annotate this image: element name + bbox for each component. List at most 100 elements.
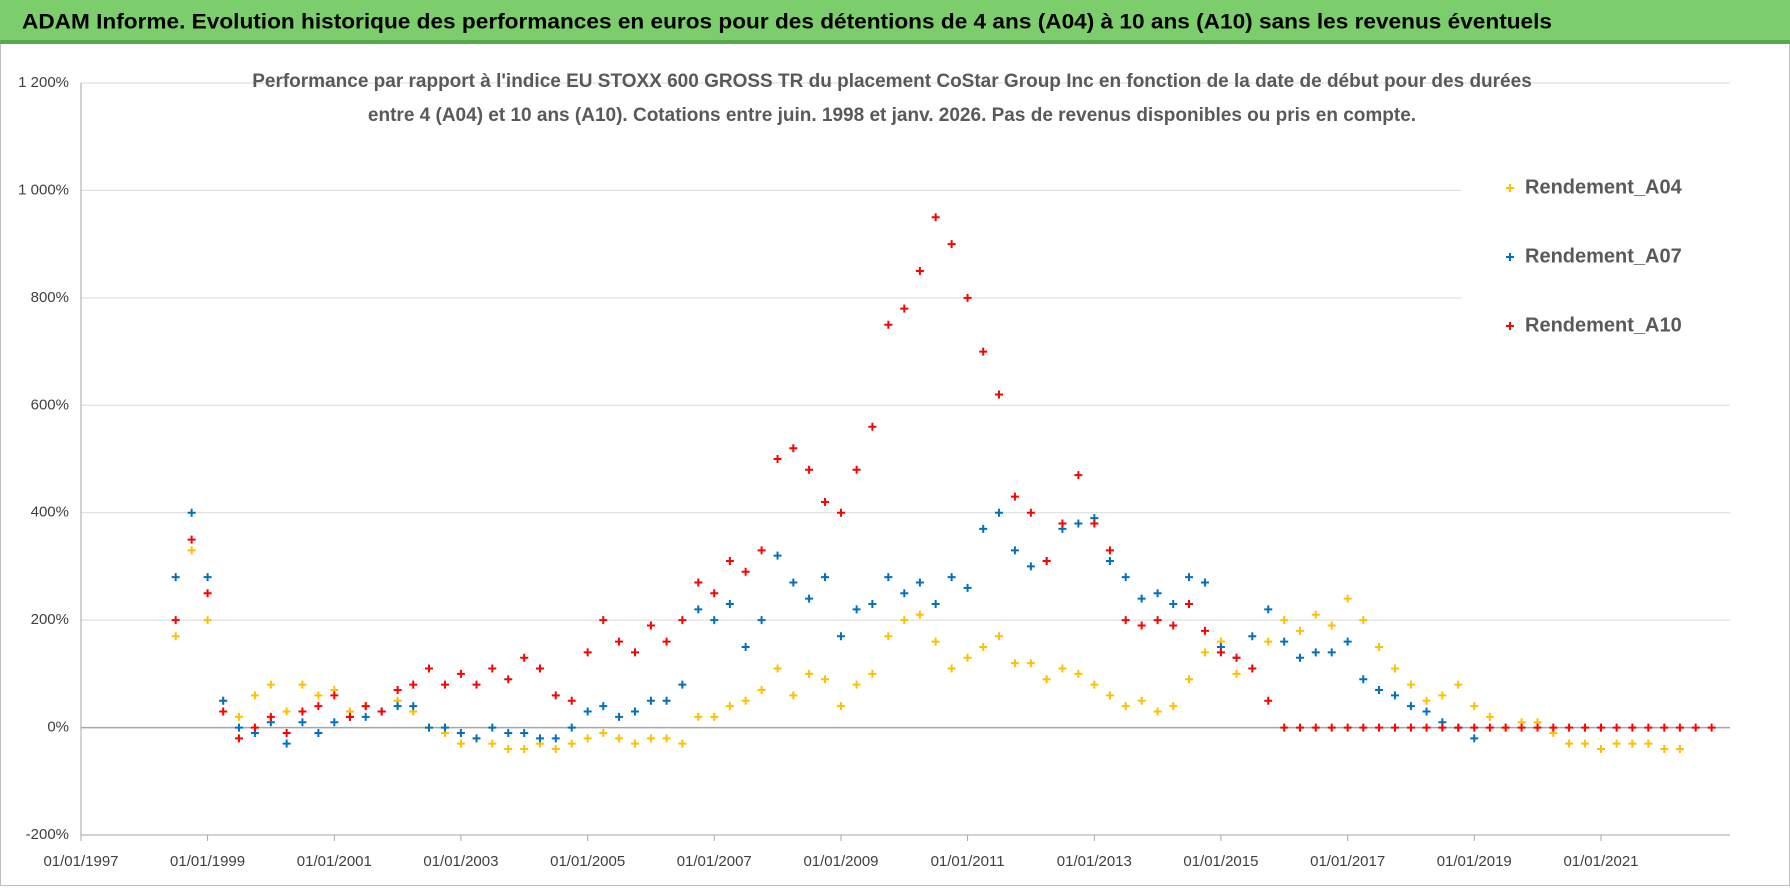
point [631, 648, 640, 657]
x-tick-label: 01/01/1997 [43, 853, 118, 870]
point [1565, 723, 1574, 732]
point [1612, 723, 1621, 732]
point [1549, 723, 1558, 732]
point [456, 739, 465, 748]
point [599, 702, 608, 711]
legend-label: Rendement_A04 [1525, 176, 1683, 198]
point [583, 648, 592, 657]
point [1327, 723, 1336, 732]
point [868, 669, 877, 678]
point [1644, 739, 1653, 748]
point [1216, 648, 1225, 657]
point [710, 712, 719, 721]
point [551, 691, 560, 700]
point [504, 675, 513, 684]
point [1105, 691, 1114, 700]
y-tick-label: 1 000% [18, 181, 69, 198]
point [963, 653, 972, 662]
point [1438, 691, 1447, 700]
point [266, 680, 275, 689]
point [1675, 723, 1684, 732]
point [1137, 621, 1146, 630]
point [947, 664, 956, 673]
point [187, 508, 196, 517]
point [583, 734, 592, 743]
point [1169, 600, 1178, 609]
point [1026, 508, 1035, 517]
point [1375, 723, 1384, 732]
point [567, 723, 576, 732]
point [694, 605, 703, 614]
point [963, 583, 972, 592]
point [773, 455, 782, 463]
point [678, 680, 687, 689]
point [773, 551, 782, 560]
point [1121, 573, 1130, 582]
point [646, 621, 655, 630]
point [1596, 723, 1605, 732]
point [694, 712, 703, 721]
point [900, 589, 909, 598]
point [1359, 675, 1368, 684]
point [678, 739, 687, 748]
point [979, 524, 988, 533]
point [345, 712, 354, 721]
point [1280, 637, 1289, 646]
point [694, 578, 703, 587]
point [440, 723, 449, 732]
point [852, 465, 861, 474]
point [314, 691, 323, 700]
point [1391, 723, 1399, 732]
point [203, 589, 212, 598]
point [1153, 707, 1162, 716]
point [1280, 616, 1289, 625]
point [725, 557, 734, 566]
point [535, 734, 544, 743]
point [234, 712, 243, 721]
point [789, 691, 798, 700]
point [599, 616, 608, 625]
point [789, 578, 798, 587]
point [1311, 648, 1320, 657]
point [1644, 723, 1653, 732]
point [298, 718, 307, 727]
legend: Rendement_A04 Rendement_A07 Rendement_A10 [1506, 176, 1683, 336]
point [171, 573, 180, 582]
point [361, 712, 370, 721]
point [1359, 723, 1368, 732]
point [187, 535, 196, 544]
point [520, 728, 529, 737]
point [710, 616, 719, 625]
point [757, 685, 766, 694]
point [1137, 594, 1146, 603]
legend-marker [1506, 322, 1514, 330]
y-tick-label: 200% [31, 611, 69, 628]
point [1185, 600, 1193, 609]
legend-marker [1506, 184, 1514, 192]
point [1169, 621, 1178, 630]
y-tick-label: 800% [31, 289, 69, 306]
point [535, 664, 544, 673]
point [1311, 610, 1320, 619]
point [1074, 519, 1083, 528]
point [868, 422, 877, 431]
point [1026, 659, 1035, 668]
point [171, 616, 180, 625]
point [1438, 723, 1447, 732]
point [1422, 707, 1431, 716]
point [1042, 675, 1051, 684]
point [488, 723, 497, 732]
point [1264, 605, 1273, 614]
point [1612, 739, 1621, 748]
point [377, 707, 386, 716]
point [1074, 471, 1083, 480]
point [1058, 519, 1067, 528]
chart-subtitle: entre 4 (A04) et 10 ans (A10). Cotations… [368, 105, 1416, 126]
point [1169, 702, 1178, 711]
y-tick-label: 0% [47, 719, 69, 736]
point [741, 696, 750, 705]
x-tick-label: 01/01/2021 [1563, 853, 1638, 870]
point [171, 632, 180, 641]
